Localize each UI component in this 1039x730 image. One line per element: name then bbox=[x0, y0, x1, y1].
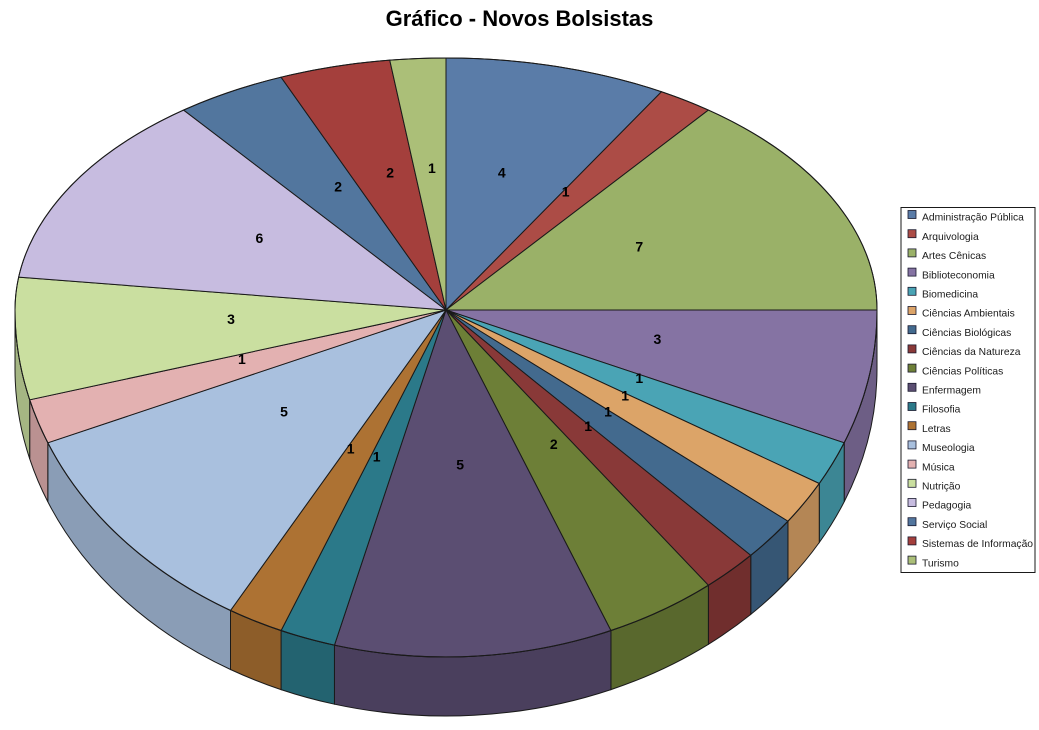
svg-text:Ciências da Natureza: Ciências da Natureza bbox=[922, 347, 1021, 358]
svg-text:Arquivologia: Arquivologia bbox=[922, 232, 979, 243]
svg-text:1: 1 bbox=[347, 441, 355, 457]
svg-text:2: 2 bbox=[334, 179, 342, 195]
svg-text:1: 1 bbox=[373, 449, 381, 465]
svg-text:Ciências Biológicas: Ciências Biológicas bbox=[922, 328, 1011, 339]
svg-text:4: 4 bbox=[498, 164, 506, 180]
svg-text:Ciências Políticas: Ciências Políticas bbox=[922, 366, 1003, 377]
svg-text:Turismo: Turismo bbox=[922, 558, 959, 569]
svg-text:5: 5 bbox=[456, 457, 464, 473]
svg-text:7: 7 bbox=[635, 238, 643, 254]
svg-text:Letras: Letras bbox=[922, 424, 951, 435]
svg-text:Serviço Social: Serviço Social bbox=[922, 520, 987, 531]
svg-text:Pedagogia: Pedagogia bbox=[922, 501, 972, 512]
svg-text:6: 6 bbox=[256, 230, 264, 246]
svg-text:Administração Pública: Administração Pública bbox=[922, 213, 1024, 224]
svg-text:1: 1 bbox=[604, 404, 612, 420]
svg-text:Biblioteconomia: Biblioteconomia bbox=[922, 270, 995, 281]
svg-text:1: 1 bbox=[621, 388, 629, 404]
svg-text:1: 1 bbox=[635, 370, 643, 386]
svg-text:1: 1 bbox=[562, 183, 570, 199]
svg-text:Ciências Ambientais: Ciências Ambientais bbox=[922, 309, 1015, 320]
svg-text:3: 3 bbox=[227, 311, 235, 327]
svg-text:Filosofia: Filosofia bbox=[922, 405, 961, 416]
svg-text:1: 1 bbox=[238, 351, 246, 367]
svg-text:3: 3 bbox=[654, 331, 662, 347]
svg-text:2: 2 bbox=[386, 164, 394, 180]
svg-text:Nutrição: Nutrição bbox=[922, 482, 961, 493]
svg-text:1: 1 bbox=[428, 160, 436, 176]
svg-text:5: 5 bbox=[280, 404, 288, 420]
svg-text:Biomedicina: Biomedicina bbox=[922, 290, 978, 301]
svg-text:Música: Música bbox=[922, 462, 955, 473]
svg-text:Artes Cênicas: Artes Cênicas bbox=[922, 251, 986, 262]
svg-text:1: 1 bbox=[584, 418, 592, 434]
svg-text:Sistemas de Informação: Sistemas de Informação bbox=[922, 539, 1033, 550]
svg-text:Enfermagem: Enfermagem bbox=[922, 386, 981, 397]
svg-text:2: 2 bbox=[550, 436, 558, 452]
svg-text:Museologia: Museologia bbox=[922, 443, 975, 454]
